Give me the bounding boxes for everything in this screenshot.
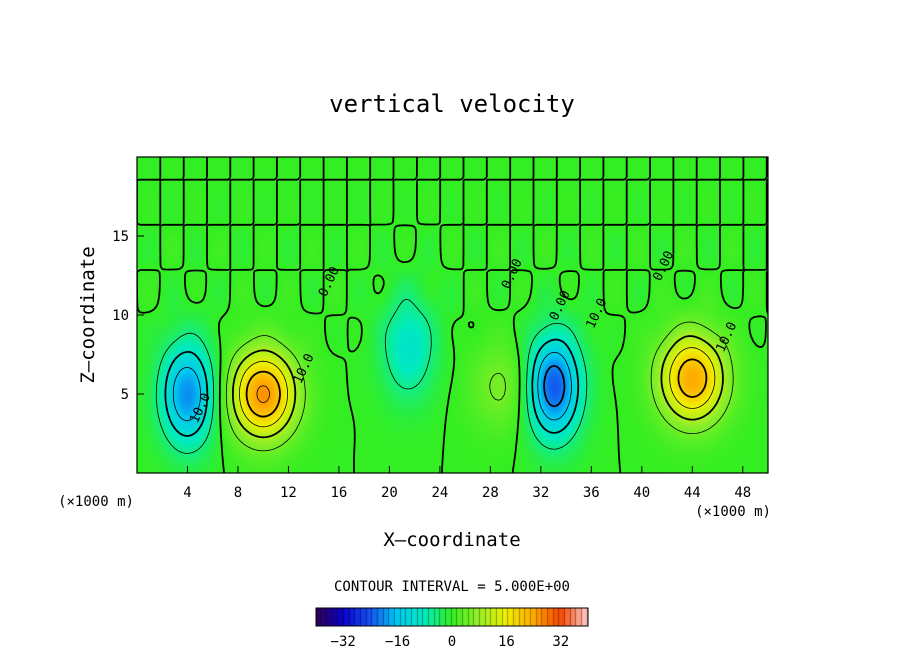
x-tick-label: 28 [482, 485, 499, 501]
colorbar-tick-label: 0 [448, 634, 456, 650]
contour-neg-20 [543, 365, 566, 408]
contour-pos-10 [232, 335, 724, 439]
x-tick-label: 32 [532, 485, 549, 501]
x-tick-label: 8 [234, 485, 242, 501]
x-tick-label: 16 [330, 485, 347, 501]
contour-pos-5 [225, 321, 734, 452]
contour-pos-25 [256, 385, 270, 403]
x-tick-label: 4 [183, 485, 191, 501]
y-tick-label: 5 [121, 387, 129, 403]
x-axis: 4 8 12 16 20 24 28 32 36 40 44 48 [183, 466, 751, 501]
contour-pos-20 [245, 358, 708, 418]
contour-neg-15 [172, 352, 572, 422]
contour-lines [137, 157, 768, 473]
colorbar-tick-label: −16 [385, 634, 410, 650]
x-tick-label: 20 [381, 485, 398, 501]
colorbar-gradient [316, 608, 588, 626]
colorbar-tick-label: −32 [331, 634, 356, 650]
contour-neg-10 [164, 338, 580, 437]
x-tick-label: 48 [734, 485, 751, 501]
x-tick-label: 44 [684, 485, 701, 501]
x-unit-label-left: (×1000 m) [58, 494, 134, 510]
colorbar-tick-label: 32 [552, 634, 569, 650]
y-axis-label: Z–coordinate [77, 246, 99, 383]
chart-title: vertical velocity [329, 90, 575, 118]
x-tick-label: 12 [280, 485, 297, 501]
contour-neg-5 [155, 298, 588, 454]
contour-interval-label: CONTOUR INTERVAL = 5.000E+00 [334, 579, 570, 595]
colorbar: −32 −16 0 16 32 [315, 607, 589, 650]
x-axis-label: X–coordinate [383, 529, 520, 551]
x-tick-label: 36 [583, 485, 600, 501]
x-tick-label: 24 [431, 485, 448, 501]
y-tick-label: 15 [112, 229, 129, 245]
contour-pos-15 [239, 347, 716, 428]
y-tick-label: 10 [112, 308, 129, 324]
heatmap-field [137, 157, 768, 473]
x-tick-label: 40 [633, 485, 650, 501]
colorbar-tick-label: 16 [498, 634, 515, 650]
y-axis: 5 10 15 [112, 229, 144, 403]
colorbar-frame [315, 607, 589, 627]
x-unit-label-right: (×1000 m) [695, 504, 771, 520]
